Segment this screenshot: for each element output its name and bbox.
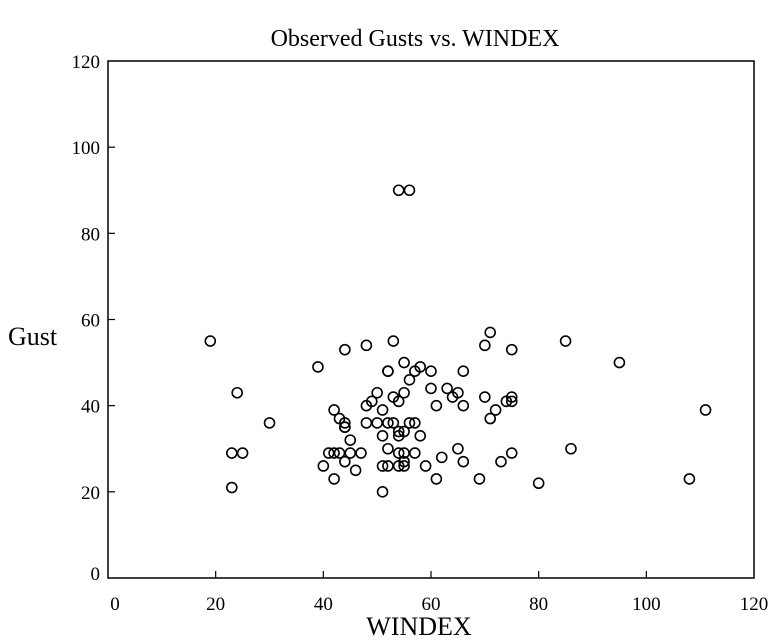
data-point — [356, 448, 366, 458]
data-point — [534, 478, 544, 488]
data-point — [318, 461, 328, 471]
data-point — [378, 405, 388, 415]
data-point — [480, 340, 490, 350]
data-point — [388, 336, 398, 346]
data-point — [351, 465, 361, 475]
y-tick-label: 80 — [81, 224, 100, 245]
data-point — [394, 185, 404, 195]
data-point — [383, 444, 393, 454]
data-point — [378, 431, 388, 441]
data-point — [345, 448, 355, 458]
x-tick-label: 40 — [314, 594, 333, 615]
data-point — [458, 366, 468, 376]
data-point — [426, 366, 436, 376]
data-point — [227, 483, 237, 493]
data-point — [458, 401, 468, 411]
data-point — [372, 388, 382, 398]
x-tick-label: 80 — [529, 594, 548, 615]
data-point — [329, 474, 339, 484]
data-point — [507, 345, 517, 355]
x-tick-label: 100 — [632, 594, 661, 615]
y-tick-label: 60 — [81, 311, 100, 332]
data-point — [496, 457, 506, 467]
data-point — [232, 388, 242, 398]
data-point — [340, 345, 350, 355]
data-point — [361, 418, 371, 428]
data-point — [485, 327, 495, 337]
data-point — [431, 401, 441, 411]
data-point — [684, 474, 694, 484]
data-point — [431, 474, 441, 484]
data-point — [378, 487, 388, 497]
data-point — [426, 383, 436, 393]
y-axis-title: Gust — [8, 322, 58, 351]
data-point — [205, 336, 215, 346]
data-point — [399, 388, 409, 398]
data-point — [458, 457, 468, 467]
data-point — [421, 461, 431, 471]
y-tick-label: 100 — [72, 138, 101, 159]
data-point — [561, 336, 571, 346]
data-point — [491, 405, 501, 415]
data-point — [474, 474, 484, 484]
x-tick-label: 20 — [206, 594, 225, 615]
data-point — [313, 362, 323, 372]
data-point — [566, 444, 576, 454]
data-point — [227, 448, 237, 458]
data-point — [437, 452, 447, 462]
data-point — [238, 448, 248, 458]
data-point — [507, 448, 517, 458]
data-point — [480, 392, 490, 402]
data-point — [453, 444, 463, 454]
data-point — [265, 418, 275, 428]
data-point — [701, 405, 711, 415]
y-tick-label: 40 — [81, 397, 100, 418]
data-point — [361, 340, 371, 350]
data-point — [399, 358, 409, 368]
data-point — [383, 366, 393, 376]
x-tick-label: 0 — [110, 594, 120, 615]
y-tick-label: 20 — [81, 483, 100, 504]
data-points — [205, 185, 710, 497]
data-point — [410, 448, 420, 458]
data-point — [372, 418, 382, 428]
data-point — [415, 431, 425, 441]
x-axis-title: WINDEX — [366, 612, 472, 640]
x-tick-label: 120 — [740, 594, 769, 615]
data-point — [404, 185, 414, 195]
plot-frame — [108, 61, 754, 578]
data-point — [614, 358, 624, 368]
data-point — [345, 435, 355, 445]
chart-title: Observed Gusts vs. WINDEX — [271, 26, 560, 52]
y-tick-label: 0 — [91, 564, 101, 585]
y-tick-label: 120 — [72, 52, 101, 73]
